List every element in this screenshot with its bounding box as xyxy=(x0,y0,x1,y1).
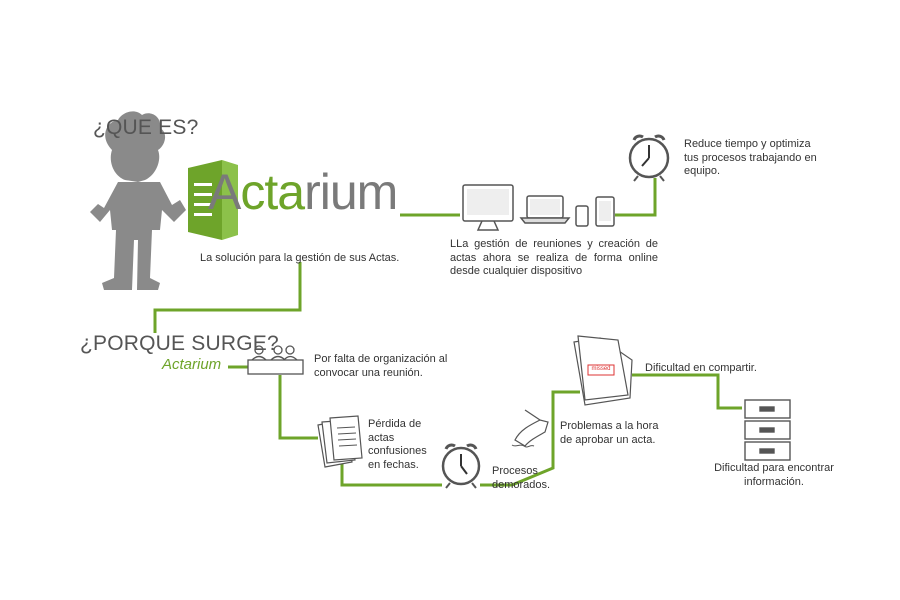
signing-hand-icon xyxy=(511,409,549,448)
filing-cabinet-icon xyxy=(744,399,791,461)
tagline-text: La solución para la gestión de sus Actas… xyxy=(200,252,400,264)
meeting-table-icon xyxy=(247,345,304,375)
connector-folder-cabinet xyxy=(632,373,742,410)
connector-docs-clock xyxy=(340,460,442,487)
heading-que-es: ¿QUE ES? xyxy=(93,116,199,139)
connector-lines xyxy=(153,178,742,487)
devices-text: LLa gestión de reuniones y creación de a… xyxy=(450,238,658,277)
stamp-label: missed xyxy=(591,366,611,372)
clock-icon xyxy=(441,443,481,489)
sub-brand-label: Actarium xyxy=(162,356,222,373)
reduce-text: Reduce tiempo y optimiza tus procesos tr… xyxy=(684,138,817,177)
heading-porque-surge: ¿PORQUE SURGE? xyxy=(80,332,279,355)
connector-meeting-docs xyxy=(278,375,318,440)
actarium-logo-icon xyxy=(188,160,238,240)
falta-text: Por falta de organización al convocar un… xyxy=(314,353,448,379)
brand-wordmark: Actarium xyxy=(208,163,398,221)
connector-devices-clock xyxy=(615,178,657,217)
person-silhouette-icon xyxy=(90,111,186,290)
brand-prefix: A xyxy=(208,164,241,220)
problemas-text: Problemas a la hora de aprobar un acta. xyxy=(560,420,659,446)
documents-icon xyxy=(317,415,363,468)
brand-suffix: rium xyxy=(304,164,398,220)
connector-tagline-porque xyxy=(153,262,302,333)
devices-icon xyxy=(462,184,615,231)
folder-icon xyxy=(573,335,633,406)
encontrar-text: Dificultad para encontrar información. xyxy=(714,462,834,488)
procesos-text: Procesos demorados. xyxy=(492,465,551,491)
brand-highlight: cta xyxy=(240,164,305,220)
compartir-text: Dificultad en compartir. xyxy=(645,362,757,374)
clock-icon xyxy=(628,134,670,182)
connector-clock-sign xyxy=(480,390,580,487)
perdida-text: Pérdida de actas confusiones en fechas. xyxy=(368,418,427,471)
